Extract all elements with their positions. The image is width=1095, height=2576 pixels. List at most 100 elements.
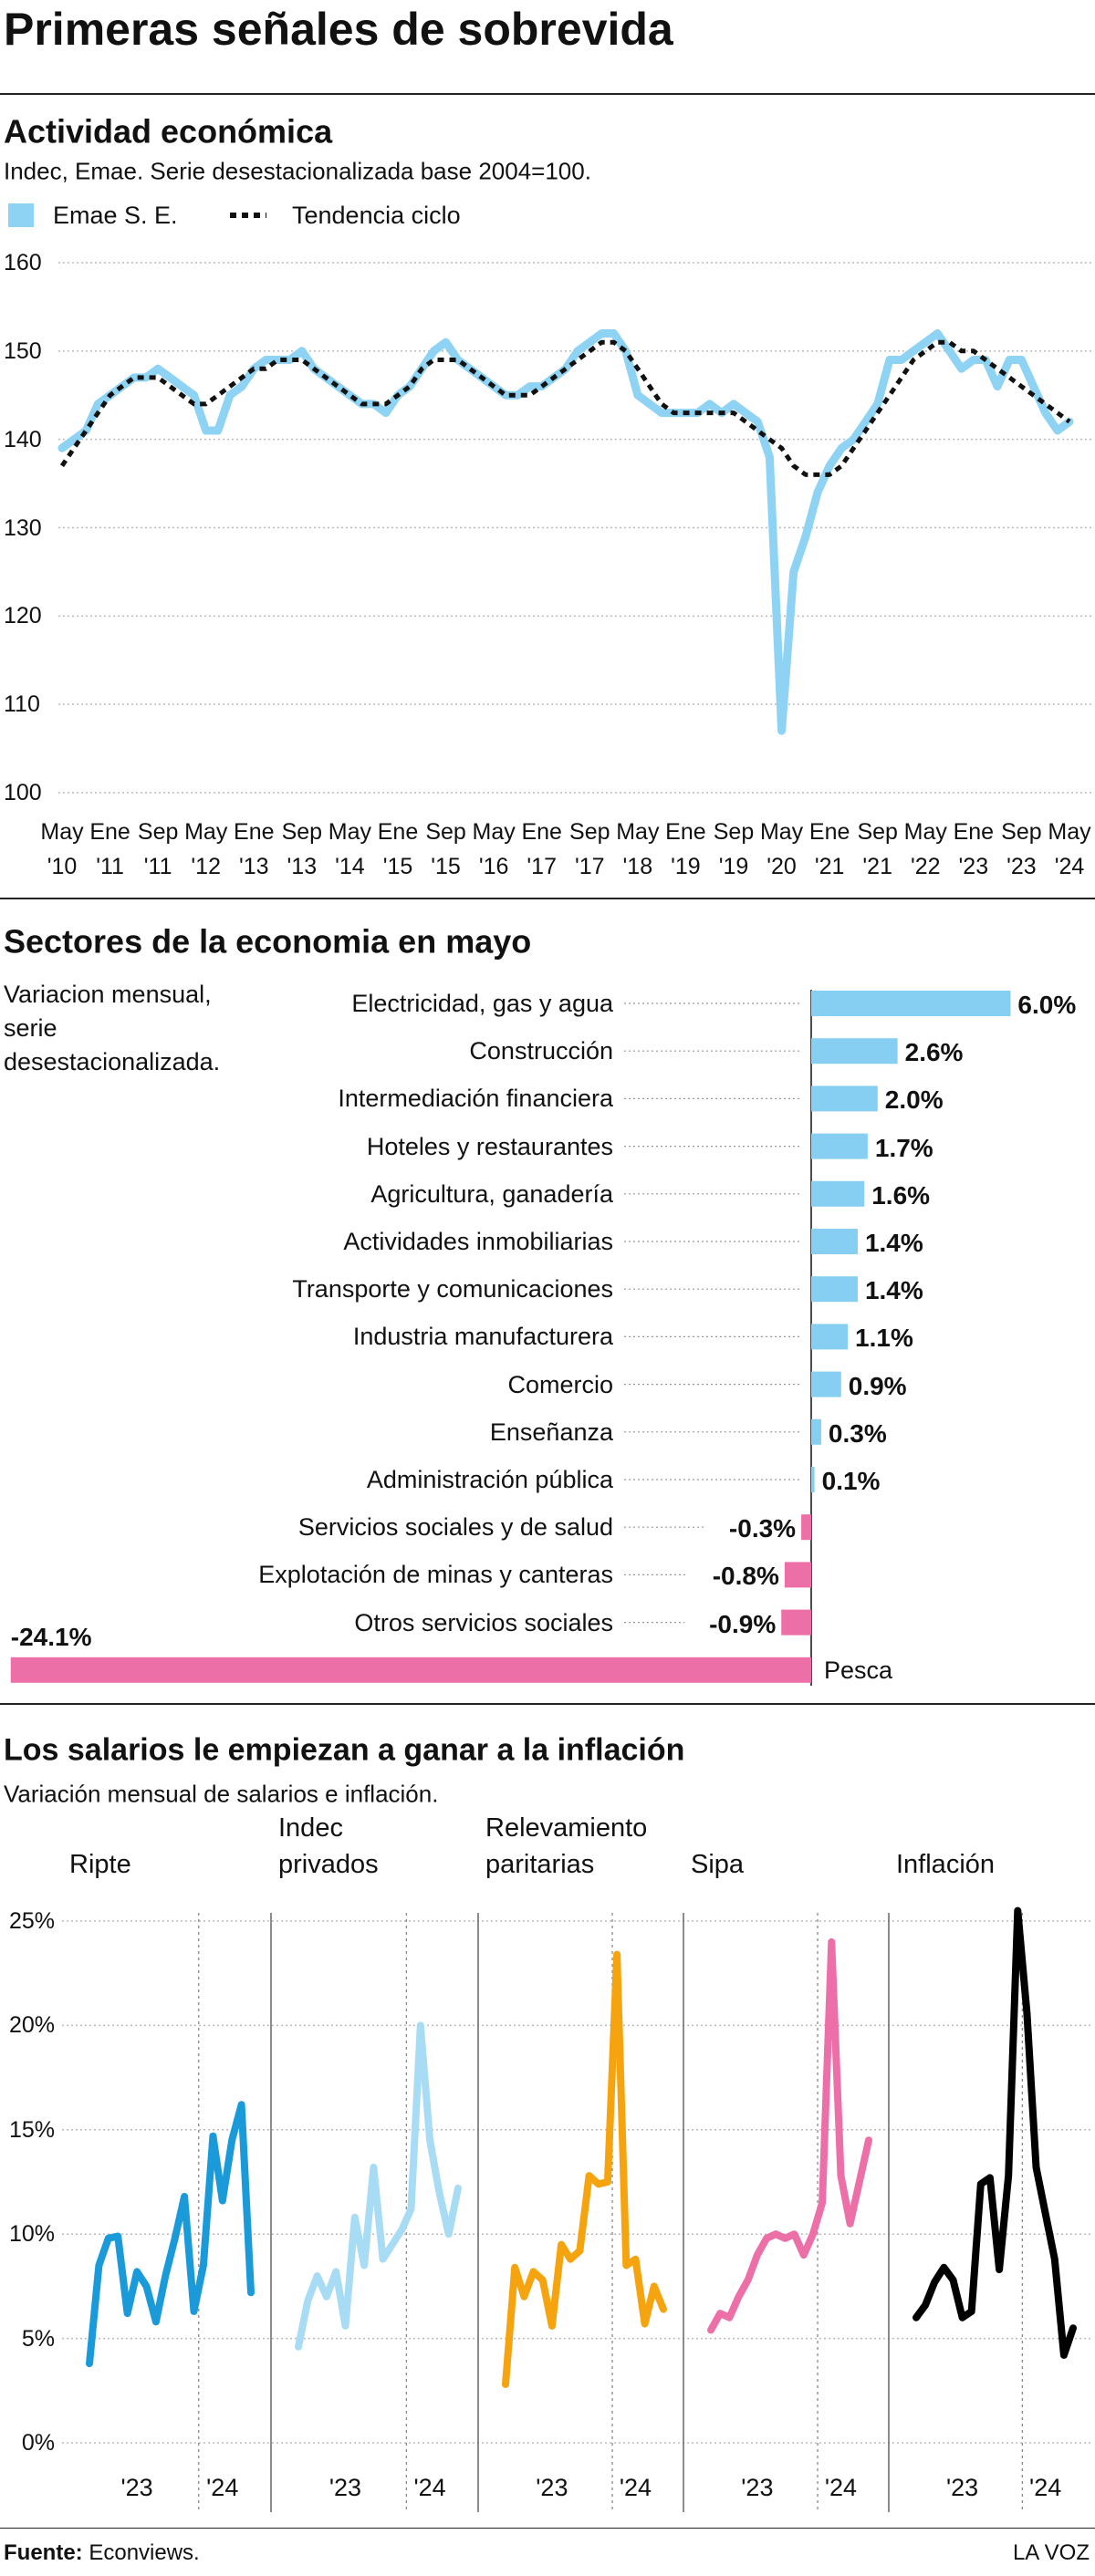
y-tick-label: 110 [4, 691, 40, 718]
category-label: Agricultura, ganadería [370, 1179, 613, 1208]
bar [811, 1371, 841, 1397]
value-label: -0.8% [712, 1562, 779, 1591]
value-label: -24.1% [10, 1623, 92, 1651]
y-tick-label: 160 [4, 250, 42, 275]
bar [811, 1133, 868, 1159]
x-tick-label: Ene '13 [234, 819, 275, 879]
category-label: Construcción [469, 1036, 613, 1065]
divider [0, 93, 1095, 95]
x-tick-label: May '24 [1048, 819, 1091, 879]
panel-title: Relevamiento paritarias [485, 1813, 648, 1879]
y-tick-label: 10% [8, 2221, 55, 2248]
y-tick-label: 25% [8, 1908, 55, 1934]
divider [0, 1703, 1095, 1705]
data-line [57, 329, 1074, 735]
category-label: Industria manufacturera [352, 1323, 613, 1351]
y-tick-label: 140 [4, 426, 42, 452]
chart-title: Los salarios le empiezan a ganar a la in… [4, 1732, 685, 1768]
value-label: 0.9% [848, 1371, 907, 1400]
panel-title: Indec privados [278, 1813, 379, 1879]
x-tick-label: Sep '15 [425, 819, 466, 879]
bar [811, 991, 1011, 1016]
bar [811, 1038, 898, 1065]
y-tick-label: 15% [8, 2116, 55, 2143]
chart-subtitle: Indec, Emae. Serie desestacionalizada ba… [4, 157, 591, 185]
data-line [707, 1937, 872, 2334]
category-label: Actividades inmobiliarias [343, 1227, 613, 1255]
y-tick-label: 20% [8, 2012, 55, 2039]
value-label: 1.7% [874, 1133, 933, 1162]
category-label: Pesca [824, 1656, 893, 1684]
bar [811, 1418, 821, 1445]
category-label: Transporte y comunicaciones [292, 1274, 613, 1303]
value-label: 0.1% [821, 1467, 881, 1496]
value-label: 0.3% [828, 1419, 887, 1448]
x-tick-label: May '14 [328, 819, 372, 879]
bar [784, 1562, 811, 1588]
x-tick-label: May '12 [184, 819, 228, 879]
divider [0, 2528, 1095, 2529]
panel-title: Inflación [896, 1850, 996, 1879]
legend-swatch [8, 203, 34, 227]
x-tick-label: Ene '11 [89, 819, 130, 879]
chart-subtitle: Variación mensual de salarios e inflació… [4, 1780, 439, 1808]
x-tick-label: '23 [945, 2473, 979, 2501]
bar [811, 1229, 858, 1254]
x-tick-label: '24 [824, 2473, 858, 2501]
x-tick-label: May '10 [40, 819, 84, 879]
value-label: 1.4% [864, 1276, 923, 1305]
panel-title: Ripte [69, 1850, 131, 1879]
x-tick-label: Ene '19 [665, 819, 706, 879]
panel-title: Sipa [691, 1850, 745, 1879]
x-tick-label: '24 [413, 2473, 446, 2501]
brand: LA VOZ [1012, 2540, 1090, 2565]
y-tick-label: 120 [4, 603, 42, 629]
data-line [502, 1950, 667, 2388]
divider [0, 898, 1095, 899]
bar [811, 1276, 858, 1303]
y-tick-label: 130 [4, 514, 42, 541]
bar [781, 1609, 811, 1636]
bar [801, 1514, 811, 1541]
legend-label: Tendencia ciclo [292, 201, 461, 229]
data-line [86, 2101, 255, 2368]
x-tick-label: Sep '21 [857, 819, 898, 879]
x-tick-label: Sep '13 [281, 819, 323, 879]
bar [811, 1324, 849, 1350]
page-title: Primeras señales de sobrevida [4, 4, 673, 55]
x-tick-label: '23 [328, 2473, 362, 2501]
source-name: Econviews. [89, 2540, 200, 2565]
category-label: Enseñanza [489, 1418, 613, 1446]
x-tick-label: '23 [120, 2473, 153, 2501]
x-tick-label: Sep '19 [713, 819, 755, 879]
data-line [295, 2021, 462, 2351]
x-tick-label: Ene '23 [953, 819, 995, 879]
bar [811, 1467, 815, 1492]
x-tick-label: Sep '17 [569, 819, 610, 879]
chart-title: Sectores de la economia en mayo [4, 922, 532, 961]
legend-label: Emae S. E. [53, 201, 178, 229]
value-label: 1.1% [855, 1324, 913, 1353]
x-tick-label: Ene '15 [377, 819, 419, 879]
category-label: Intermediación financiera [338, 1085, 613, 1113]
source: Fuente: Econviews. [4, 2540, 200, 2567]
value-label: 2.0% [884, 1085, 944, 1115]
data-line [912, 1906, 1077, 2359]
x-tick-label: '23 [741, 2473, 774, 2501]
category-label: Hoteles y restaurantes [366, 1132, 613, 1160]
x-tick-label: Ene '17 [521, 819, 562, 879]
x-tick-label: May '22 [903, 819, 947, 879]
category-label: Otros servicios sociales [354, 1608, 613, 1636]
x-tick-label: May '16 [472, 819, 516, 879]
x-tick-label: Ene '21 [808, 819, 850, 879]
x-tick-label: '23 [536, 2473, 568, 2501]
x-tick-label: '24 [619, 2473, 652, 2501]
bar [10, 1657, 811, 1683]
y-tick-label: 5% [21, 2325, 55, 2352]
bar [811, 1085, 878, 1112]
bar [811, 1180, 865, 1207]
value-label: 6.0% [1017, 991, 1077, 1020]
x-tick-label: Sep '23 [1001, 819, 1042, 879]
value-label: 1.6% [871, 1181, 931, 1210]
